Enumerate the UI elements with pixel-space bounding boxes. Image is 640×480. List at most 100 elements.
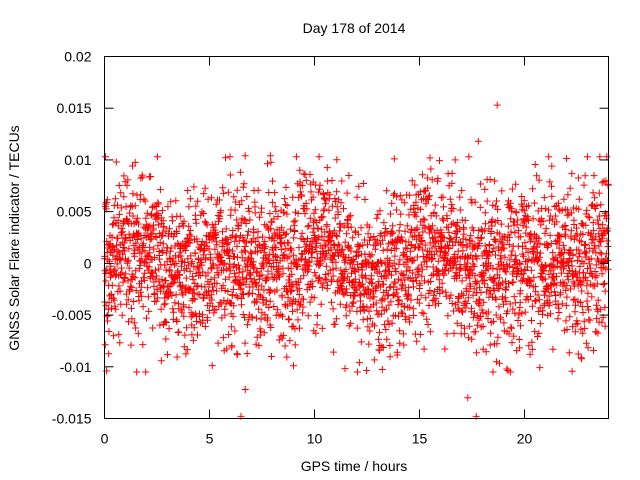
data-point (198, 261, 206, 269)
data-point (578, 355, 586, 363)
data-point (493, 340, 501, 348)
data-point (327, 246, 335, 254)
data-point (204, 316, 211, 324)
data-point (415, 244, 423, 252)
data-point (283, 353, 291, 361)
data-point (589, 201, 596, 209)
data-point (150, 282, 158, 290)
data-point (290, 362, 297, 370)
data-point (253, 267, 261, 275)
data-point (188, 258, 196, 266)
data-point (354, 261, 362, 269)
data-point (374, 211, 382, 218)
data-point (496, 255, 504, 263)
data-point (472, 328, 480, 336)
data-point (329, 305, 337, 313)
data-point (495, 284, 503, 292)
data-point (215, 218, 222, 226)
data-point (139, 303, 147, 311)
data-point (476, 203, 484, 211)
data-point (257, 315, 265, 323)
data-point (121, 247, 129, 255)
data-point (190, 183, 198, 191)
data-point (283, 210, 291, 218)
data-point (286, 225, 294, 233)
data-point (408, 177, 416, 185)
data-point (176, 248, 184, 256)
data-point (467, 232, 475, 240)
data-point (143, 209, 151, 217)
data-point (124, 257, 131, 265)
data-point (541, 229, 549, 237)
data-point (564, 206, 572, 214)
data-point (387, 210, 394, 218)
data-point (153, 234, 161, 241)
data-point (389, 229, 397, 237)
data-point (161, 300, 169, 308)
data-point (205, 245, 213, 253)
data-point (247, 248, 255, 256)
data-point (112, 158, 120, 166)
data-point (336, 300, 344, 308)
data-point (169, 279, 177, 287)
data-point (295, 284, 303, 292)
data-point (401, 227, 409, 235)
data-point (264, 267, 272, 275)
data-point (400, 341, 408, 349)
data-point (567, 234, 575, 242)
data-point (258, 259, 266, 267)
data-point (591, 194, 599, 202)
data-point (479, 309, 487, 317)
data-point (594, 216, 602, 224)
data-point (207, 256, 215, 264)
data-point (115, 331, 123, 339)
data-point (238, 301, 245, 309)
data-point (109, 246, 117, 254)
data-point (419, 215, 427, 223)
data-point (402, 244, 410, 252)
data-point (105, 328, 113, 335)
data-point (310, 209, 318, 217)
data-point (191, 249, 199, 257)
data-point (278, 293, 286, 301)
data-point (507, 199, 514, 207)
data-point (421, 277, 428, 285)
data-point (105, 299, 113, 307)
data-point (186, 267, 194, 275)
data-point (215, 252, 223, 260)
data-point (414, 271, 422, 279)
data-point (270, 303, 278, 310)
data-point (569, 251, 577, 259)
data-point (136, 261, 144, 269)
data-point (225, 246, 233, 254)
data-point (355, 182, 363, 190)
data-point (202, 219, 210, 227)
data-point (506, 256, 514, 264)
data-point (198, 208, 206, 216)
data-point (582, 339, 590, 347)
data-point (123, 300, 131, 308)
data-point (382, 274, 390, 282)
data-point (503, 365, 511, 373)
data-point (194, 331, 201, 339)
data-point (481, 209, 489, 217)
data-point (551, 212, 559, 220)
data-point (303, 205, 311, 213)
data-point (410, 312, 418, 319)
data-point (500, 319, 508, 327)
data-point (258, 204, 265, 212)
data-point (356, 307, 364, 315)
data-point (340, 290, 348, 298)
data-point (172, 316, 180, 324)
data-point (159, 231, 167, 239)
data-point (456, 193, 464, 201)
data-point (370, 356, 378, 364)
data-point (367, 272, 375, 280)
data-point (332, 264, 340, 272)
data-point (520, 207, 528, 215)
data-point (316, 181, 324, 189)
data-point (302, 199, 310, 207)
data-point (234, 253, 241, 261)
data-point (151, 233, 159, 240)
data-point (155, 277, 163, 285)
